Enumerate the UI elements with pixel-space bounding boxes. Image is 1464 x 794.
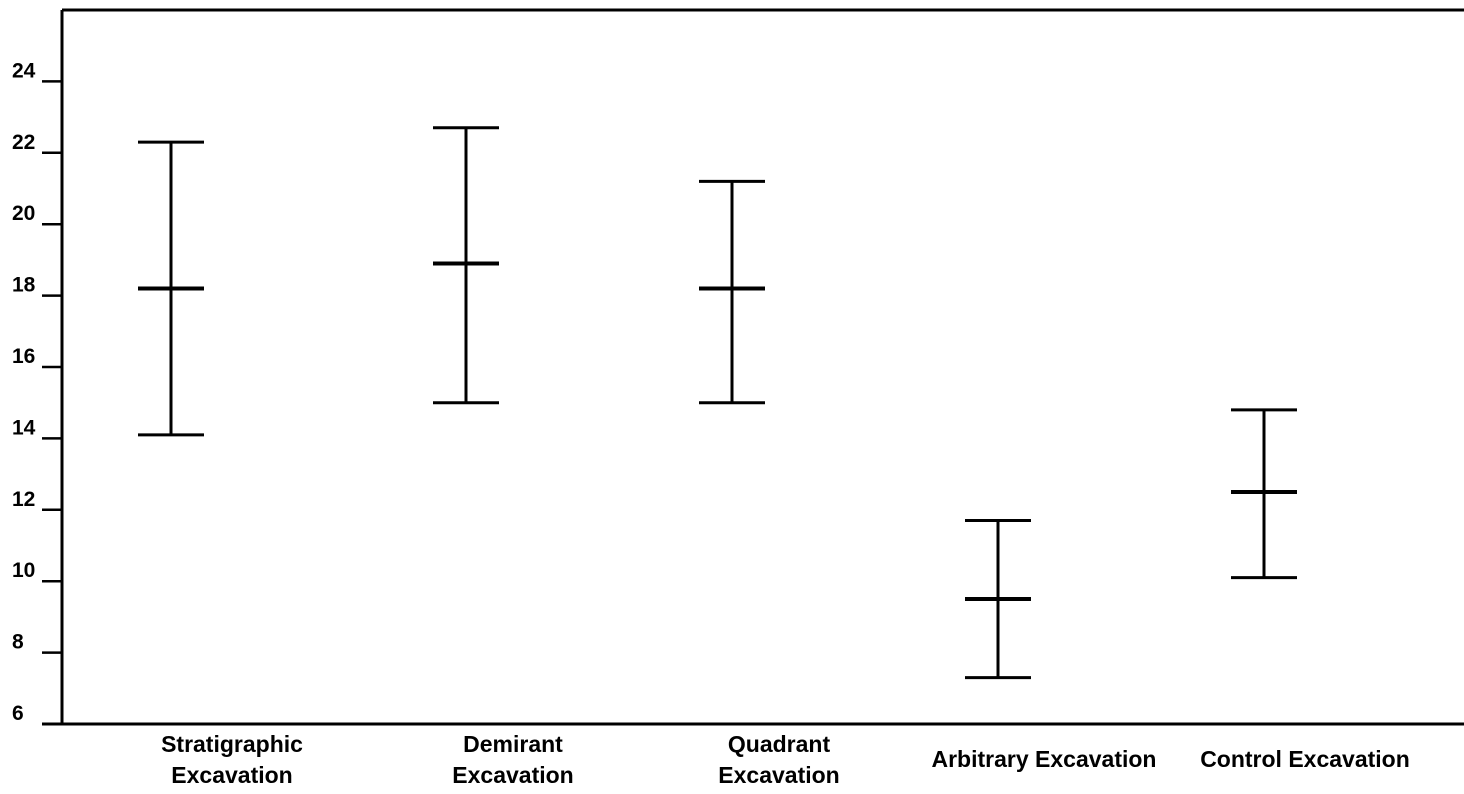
error-bar <box>138 140 204 437</box>
x-category-label-line: Quadrant <box>728 731 831 757</box>
x-category-label-line: Control Excavation <box>1200 746 1410 772</box>
y-tick-label: 24 <box>12 59 36 82</box>
x-category-label: Stratigraphic Excavation <box>161 731 303 788</box>
x-category-label: Demirant Excavation <box>452 731 573 788</box>
x-category-label-line: Arbitrary Excavation <box>932 746 1157 772</box>
x-category-label: Control Excavation <box>1200 746 1410 772</box>
error-bar <box>699 179 765 405</box>
y-tick-label: 16 <box>12 345 35 368</box>
error-bar <box>433 126 499 405</box>
y-tick-label: 20 <box>12 202 35 225</box>
y-tick-label: 22 <box>12 131 35 154</box>
y-tick-label: 6 <box>12 702 24 725</box>
y-tick-label: 14 <box>12 416 36 439</box>
x-category-label-line: Excavation <box>171 762 292 788</box>
x-category-label: Arbitrary Excavation <box>932 746 1157 772</box>
x-category-label-line: Excavation <box>718 762 839 788</box>
y-tick-label: 8 <box>12 631 24 654</box>
x-category-label-line: Demirant <box>463 731 563 757</box>
axes <box>42 8 1464 726</box>
y-tick-label: 18 <box>12 274 36 297</box>
x-category-label: Quadrant Excavation <box>718 731 839 788</box>
error-bars <box>138 126 1297 680</box>
y-axis-ticks: 6 8 10 12 14 16 18 20 22 24 <box>12 59 62 726</box>
y-tick-label: 10 <box>12 559 35 582</box>
error-bar <box>965 519 1031 680</box>
x-axis-categories: Stratigraphic Excavation Demirant Excavatio… <box>161 731 1410 788</box>
error-bar <box>1231 408 1297 580</box>
y-tick-label: 12 <box>12 488 35 511</box>
x-category-label-line: Excavation <box>452 762 573 788</box>
x-category-label-line: Stratigraphic <box>161 731 303 757</box>
